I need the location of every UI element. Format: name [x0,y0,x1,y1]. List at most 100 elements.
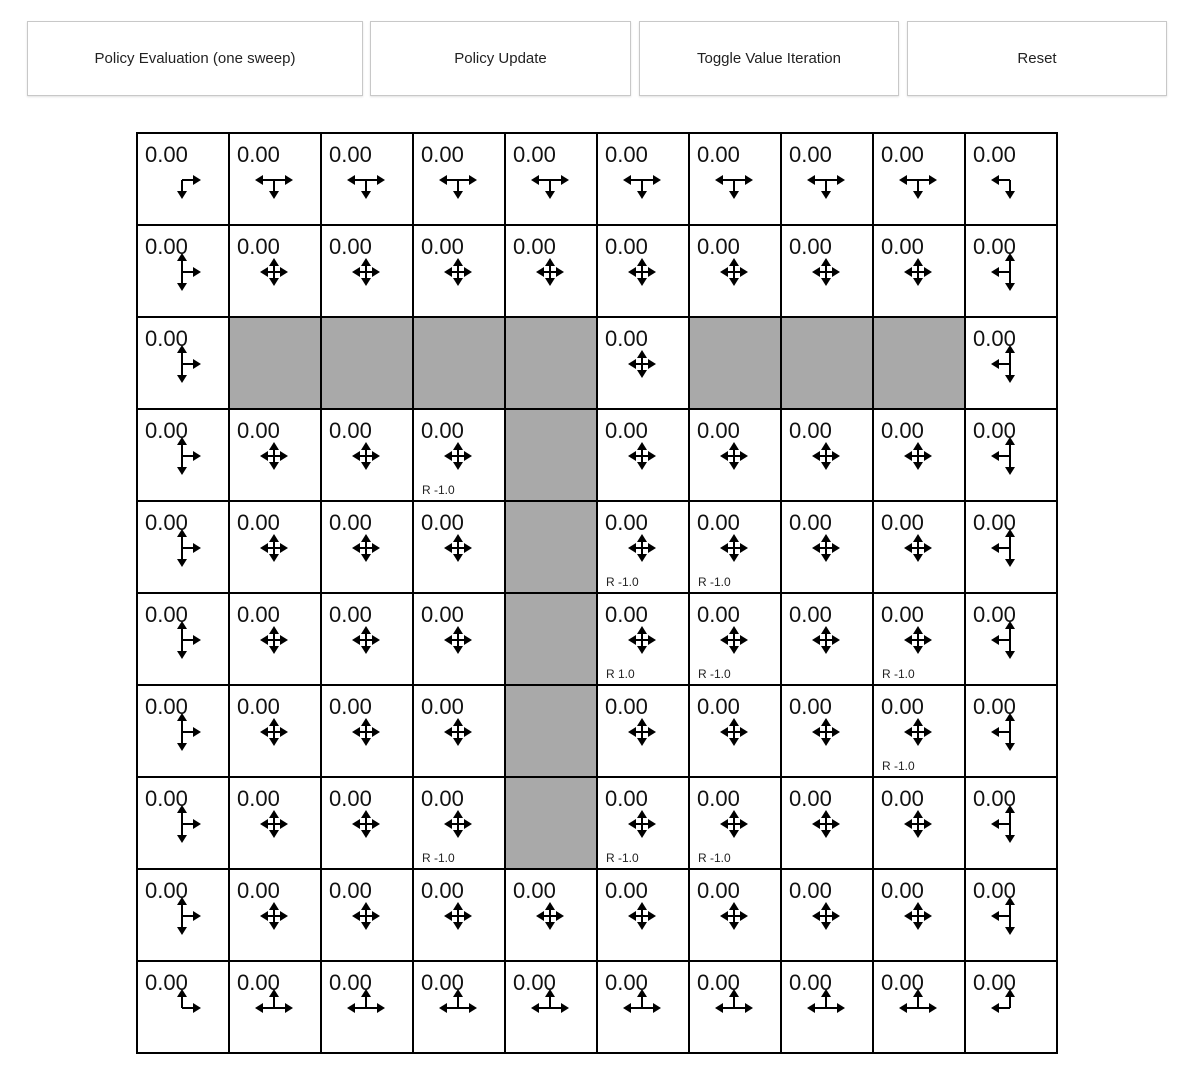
wall-cell[interactable] [506,686,596,776]
grid-cell[interactable]: 0.00 [966,778,1056,868]
grid-cell[interactable]: 0.00 R 1.0 [598,594,688,684]
grid-cell[interactable]: 0.00 [782,686,872,776]
wall-cell[interactable] [506,594,596,684]
grid-cell[interactable]: 0.00 [230,686,320,776]
wall-cell[interactable] [506,778,596,868]
grid-cell[interactable]: 0.00 [966,410,1056,500]
grid-cell[interactable]: 0.00 [414,502,504,592]
grid-cell[interactable]: 0.00 [230,134,320,224]
grid-cell[interactable]: 0.00 [874,870,964,960]
grid-cell[interactable]: 0.00 [966,134,1056,224]
grid-cell[interactable]: 0.00 [414,226,504,316]
wall-cell[interactable] [506,318,596,408]
grid-cell[interactable]: 0.00 [782,778,872,868]
grid-cell[interactable]: 0.00 [322,594,412,684]
grid-cell[interactable]: 0.00 [874,502,964,592]
grid-cell[interactable]: 0.00 [506,134,596,224]
grid-cell[interactable]: 0.00 [690,962,780,1052]
grid-cell[interactable]: 0.00 [506,962,596,1052]
grid-cell[interactable]: 0.00 [322,962,412,1052]
grid-cell[interactable]: 0.00 [598,962,688,1052]
grid-cell[interactable]: 0.00 [690,870,780,960]
grid-cell[interactable]: 0.00 [414,870,504,960]
grid-cell[interactable]: 0.00 [414,134,504,224]
grid-cell[interactable]: 0.00 [690,226,780,316]
grid-cell[interactable]: 0.00 [782,962,872,1052]
grid-cell[interactable]: 0.00 [322,870,412,960]
grid-cell[interactable]: 0.00 [138,410,228,500]
grid-cell[interactable]: 0.00 [414,686,504,776]
grid-cell[interactable]: 0.00 [322,226,412,316]
grid-cell[interactable]: 0.00 [966,870,1056,960]
reset-button[interactable]: Reset [907,21,1167,96]
wall-cell[interactable] [690,318,780,408]
grid-cell[interactable]: 0.00 R -1.0 [690,502,780,592]
grid-cell[interactable]: 0.00 R -1.0 [598,778,688,868]
grid-cell[interactable]: 0.00 R -1.0 [414,410,504,500]
wall-cell[interactable] [782,318,872,408]
wall-cell[interactable] [506,502,596,592]
grid-cell[interactable]: 0.00 [782,502,872,592]
grid-cell[interactable]: 0.00 [874,962,964,1052]
grid-cell[interactable]: 0.00 [782,594,872,684]
grid-cell[interactable]: 0.00 [138,962,228,1052]
grid-cell[interactable]: 0.00 [138,318,228,408]
grid-cell[interactable]: 0.00 [506,226,596,316]
grid-cell[interactable]: 0.00 [782,134,872,224]
grid-cell[interactable]: 0.00 [874,410,964,500]
grid-cell[interactable]: 0.00 [138,686,228,776]
wall-cell[interactable] [322,318,412,408]
grid-cell[interactable]: 0.00 R -1.0 [598,502,688,592]
grid-cell[interactable]: 0.00 [966,226,1056,316]
grid-cell[interactable]: 0.00 [230,962,320,1052]
grid-cell[interactable]: 0.00 [782,870,872,960]
grid-cell[interactable]: 0.00 [230,870,320,960]
grid-cell[interactable]: 0.00 [874,134,964,224]
grid-cell[interactable]: 0.00 [690,134,780,224]
grid-cell[interactable]: 0.00 [598,318,688,408]
grid-cell[interactable]: 0.00 [322,502,412,592]
wall-cell[interactable] [874,318,964,408]
wall-cell[interactable] [414,318,504,408]
grid-cell[interactable]: 0.00 [322,134,412,224]
grid-cell[interactable]: 0.00 [690,686,780,776]
grid-cell[interactable]: 0.00 [138,134,228,224]
grid-cell[interactable]: 0.00 [598,686,688,776]
grid-cell[interactable]: 0.00 [322,410,412,500]
wall-cell[interactable] [230,318,320,408]
grid-cell[interactable]: 0.00 [598,410,688,500]
grid-cell[interactable]: 0.00 [230,502,320,592]
grid-cell[interactable]: 0.00 R -1.0 [690,778,780,868]
grid-cell[interactable]: 0.00 [230,410,320,500]
grid-cell[interactable]: 0.00 [782,410,872,500]
grid-cell[interactable]: 0.00 [138,870,228,960]
grid-cell[interactable]: 0.00 [874,778,964,868]
grid-cell[interactable]: 0.00 [138,594,228,684]
grid-cell[interactable]: 0.00 [506,870,596,960]
grid-cell[interactable]: 0.00 [966,686,1056,776]
grid-cell[interactable]: 0.00 R -1.0 [874,594,964,684]
grid-cell[interactable]: 0.00 [966,502,1056,592]
grid-cell[interactable]: 0.00 [598,134,688,224]
policy-update-button[interactable]: Policy Update [370,21,631,96]
grid-cell[interactable]: 0.00 [414,594,504,684]
grid-cell[interactable]: 0.00 [782,226,872,316]
grid-cell[interactable]: 0.00 [966,594,1056,684]
grid-cell[interactable]: 0.00 R -1.0 [414,778,504,868]
grid-cell[interactable]: 0.00 [230,778,320,868]
grid-cell[interactable]: 0.00 [690,410,780,500]
grid-cell[interactable]: 0.00 [230,594,320,684]
wall-cell[interactable] [506,410,596,500]
grid-cell[interactable]: 0.00 R -1.0 [874,686,964,776]
grid-cell[interactable]: 0.00 [322,686,412,776]
grid-cell[interactable]: 0.00 [598,226,688,316]
grid-cell[interactable]: 0.00 [414,962,504,1052]
grid-cell[interactable]: 0.00 [966,318,1056,408]
grid-cell[interactable]: 0.00 R -1.0 [690,594,780,684]
grid-cell[interactable]: 0.00 [138,778,228,868]
grid-cell[interactable]: 0.00 [138,502,228,592]
grid-cell[interactable]: 0.00 [322,778,412,868]
toggle-value-iteration-button[interactable]: Toggle Value Iteration [639,21,899,96]
grid-cell[interactable]: 0.00 [138,226,228,316]
grid-cell[interactable]: 0.00 [966,962,1056,1052]
